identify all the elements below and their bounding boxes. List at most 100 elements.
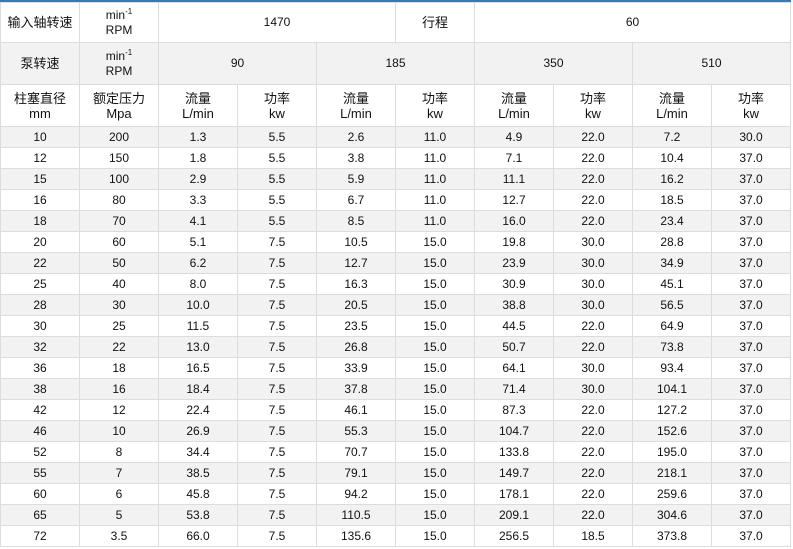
table-cell: 50 <box>79 252 159 274</box>
table-cell: 11.0 <box>395 147 475 169</box>
power-header: 功率 kw <box>553 84 633 127</box>
table-row: 16 80 3.3 5.5 6.7 11.0 12.7 22.0 18.5 37.0 <box>0 189 792 211</box>
table-cell: 15.0 <box>395 525 475 547</box>
table-cell: 7.5 <box>237 273 317 295</box>
table-row: 55 7 38.5 7.5 79.1 15.0 149.7 22.0 218.1 37.0 <box>0 462 792 484</box>
table-cell: 37.0 <box>710 147 792 169</box>
table-cell: 37.0 <box>710 273 792 295</box>
table-cell: 34.9 <box>632 252 712 274</box>
table-cell: 6.2 <box>158 252 238 274</box>
table-cell: 30.0 <box>710 126 792 148</box>
table-cell: 30.9 <box>474 273 554 295</box>
table-cell: 178.1 <box>474 483 554 505</box>
table-cell: 30 <box>0 315 80 337</box>
table-row: 36 18 16.5 7.5 33.9 15.0 64.1 30.0 93.4 37.0 <box>0 357 792 379</box>
column-header-row: 柱塞直径 mm 额定压力 Mpa 流量 L/min 功率 kw 流量 L/min 功率 kw 流量 L… <box>0 84 792 127</box>
table-cell: 55 <box>0 462 80 484</box>
table-cell: 93.4 <box>632 357 712 379</box>
table-cell: 18.5 <box>553 525 633 547</box>
table-cell: 42 <box>0 399 80 421</box>
table-cell: 11.5 <box>158 315 238 337</box>
table-row: 22 50 6.2 7.5 12.7 15.0 23.9 30.0 34.9 37.0 <box>0 252 792 274</box>
table-cell: 22 <box>79 336 159 358</box>
rpm-unit: min-1 RPM <box>79 42 159 85</box>
table-cell: 7.5 <box>237 441 317 463</box>
table-cell: 3.8 <box>316 147 396 169</box>
table-cell: 200 <box>79 126 159 148</box>
table-cell: 15.0 <box>395 483 475 505</box>
table-row: 52 8 34.4 7.5 70.7 15.0 133.8 22.0 195.0 37.0 <box>0 441 792 463</box>
table-cell: 64.9 <box>632 315 712 337</box>
table-cell: 37.0 <box>710 483 792 505</box>
table-cell: 44.5 <box>474 315 554 337</box>
table-cell: 13.0 <box>158 336 238 358</box>
table-cell: 110.5 <box>316 504 396 526</box>
table-cell: 133.8 <box>474 441 554 463</box>
table-cell: 304.6 <box>632 504 712 526</box>
table-cell: 15.0 <box>395 378 475 400</box>
table-cell: 16.2 <box>632 168 712 190</box>
table-cell: 80 <box>79 189 159 211</box>
input-speed-row: 输入轴转速 min-1 RPM 1470 行程 60 <box>0 2 792 43</box>
table-cell: 32 <box>0 336 80 358</box>
table-cell: 15.0 <box>395 315 475 337</box>
table-cell: 37.0 <box>710 189 792 211</box>
table-cell: 6 <box>79 483 159 505</box>
table-cell: 50.7 <box>474 336 554 358</box>
table-cell: 16.0 <box>474 210 554 232</box>
table-cell: 60 <box>0 483 80 505</box>
table-cell: 37.0 <box>710 399 792 421</box>
pump-speed-value: 350 <box>474 42 633 85</box>
table-cell: 64.1 <box>474 357 554 379</box>
table-row: 18 70 4.1 5.5 8.5 11.0 16.0 22.0 23.4 37.0 <box>0 210 792 232</box>
table-cell: 4.1 <box>158 210 238 232</box>
table-cell: 70.7 <box>316 441 396 463</box>
table-cell: 15.0 <box>395 273 475 295</box>
table-cell: 7.5 <box>237 294 317 316</box>
table-cell: 152.6 <box>632 420 712 442</box>
table-cell: 45.8 <box>158 483 238 505</box>
table-row: 60 6 45.8 7.5 94.2 15.0 178.1 22.0 259.6 37.0 <box>0 483 792 505</box>
table-cell: 100 <box>79 168 159 190</box>
table-cell: 30 <box>79 294 159 316</box>
table-cell: 19.8 <box>474 231 554 253</box>
table-cell: 2.6 <box>316 126 396 148</box>
table-cell: 25 <box>0 273 80 295</box>
table-cell: 195.0 <box>632 441 712 463</box>
table-cell: 55.3 <box>316 420 396 442</box>
table-cell: 5 <box>79 504 159 526</box>
table-cell: 30.0 <box>553 273 633 295</box>
table-cell: 12 <box>79 399 159 421</box>
pump-speed-value: 185 <box>316 42 475 85</box>
table-cell: 23.4 <box>632 210 712 232</box>
table-cell: 28 <box>0 294 80 316</box>
table-cell: 8.0 <box>158 273 238 295</box>
table-cell: 7.5 <box>237 231 317 253</box>
pump-speed-label: 泵转速 <box>0 42 80 85</box>
table-cell: 7.5 <box>237 420 317 442</box>
table-cell: 46 <box>0 420 80 442</box>
table-cell: 4.9 <box>474 126 554 148</box>
table-cell: 256.5 <box>474 525 554 547</box>
table-cell: 15.0 <box>395 231 475 253</box>
table-cell: 66.0 <box>158 525 238 547</box>
table-row: 32 22 13.0 7.5 26.8 15.0 50.7 22.0 73.8 37.0 <box>0 336 792 358</box>
table-cell: 22.0 <box>553 504 633 526</box>
table-cell: 10.0 <box>158 294 238 316</box>
table-cell: 12.7 <box>316 252 396 274</box>
table-cell: 15.0 <box>395 399 475 421</box>
table-cell: 11.0 <box>395 210 475 232</box>
table-cell: 104.1 <box>632 378 712 400</box>
table-cell: 11.0 <box>395 126 475 148</box>
table-cell: 5.5 <box>237 189 317 211</box>
pump-speed-row: 泵转速 min-1 RPM 90 185 350 510 <box>0 42 792 85</box>
power-header: 功率 kw <box>237 84 317 127</box>
table-cell: 46.1 <box>316 399 396 421</box>
table-cell: 5.5 <box>237 168 317 190</box>
table-cell: 7.5 <box>237 462 317 484</box>
table-cell: 10.5 <box>316 231 396 253</box>
table-cell: 15.0 <box>395 357 475 379</box>
table-cell: 22.0 <box>553 147 633 169</box>
table-cell: 15.0 <box>395 441 475 463</box>
table-cell: 22.0 <box>553 462 633 484</box>
